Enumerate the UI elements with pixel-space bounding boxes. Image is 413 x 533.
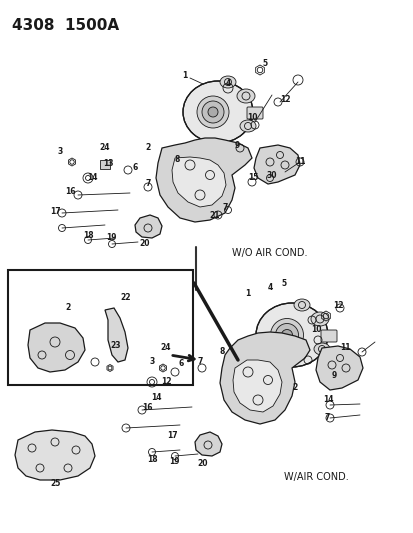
Polygon shape <box>28 323 85 372</box>
Text: 5: 5 <box>262 59 267 68</box>
Ellipse shape <box>236 89 254 103</box>
Text: 1: 1 <box>245 289 250 298</box>
Text: 4: 4 <box>225 79 230 88</box>
Ellipse shape <box>270 319 303 351</box>
Ellipse shape <box>281 329 292 341</box>
Text: 19: 19 <box>169 457 179 466</box>
Ellipse shape <box>255 303 327 367</box>
Polygon shape <box>135 215 161 238</box>
Text: 12: 12 <box>332 301 342 310</box>
Ellipse shape <box>275 324 298 346</box>
Text: 9: 9 <box>330 372 336 381</box>
Ellipse shape <box>219 76 235 88</box>
Bar <box>8 270 192 385</box>
Ellipse shape <box>313 343 329 355</box>
Text: 5: 5 <box>281 279 286 288</box>
Text: 7: 7 <box>145 179 150 188</box>
Polygon shape <box>195 432 221 456</box>
Text: 9: 9 <box>234 141 239 149</box>
Text: 16: 16 <box>64 188 75 197</box>
Text: 7: 7 <box>222 204 227 213</box>
Text: 13: 13 <box>102 158 113 167</box>
Text: 12: 12 <box>279 94 290 103</box>
Polygon shape <box>171 157 225 207</box>
Text: 25: 25 <box>51 480 61 489</box>
Ellipse shape <box>207 107 218 117</box>
Text: 21: 21 <box>209 211 220 220</box>
Text: 24: 24 <box>100 143 110 152</box>
Text: 14: 14 <box>87 174 97 182</box>
Text: 14: 14 <box>150 392 161 401</box>
Text: 11: 11 <box>339 343 349 352</box>
Text: 2: 2 <box>292 384 297 392</box>
Text: 16: 16 <box>141 403 152 413</box>
Polygon shape <box>219 332 309 424</box>
Text: 22: 22 <box>121 294 131 303</box>
Ellipse shape <box>183 81 252 143</box>
Text: 3: 3 <box>57 148 62 157</box>
Text: 6: 6 <box>132 164 137 173</box>
Text: 11: 11 <box>294 157 304 166</box>
Text: 15: 15 <box>247 174 258 182</box>
Text: 8: 8 <box>219 346 224 356</box>
Text: 19: 19 <box>105 233 116 243</box>
Text: 3: 3 <box>149 358 154 367</box>
Ellipse shape <box>202 101 223 123</box>
Text: W/AIR COND.: W/AIR COND. <box>283 472 348 482</box>
Text: 7: 7 <box>323 414 329 423</box>
Polygon shape <box>15 430 95 480</box>
Text: 23: 23 <box>111 341 121 350</box>
Text: 12: 12 <box>160 377 171 386</box>
Text: 30: 30 <box>266 171 277 180</box>
Text: 6: 6 <box>178 359 183 368</box>
FancyBboxPatch shape <box>320 330 336 342</box>
Ellipse shape <box>310 312 328 326</box>
Polygon shape <box>156 138 252 222</box>
Text: 7: 7 <box>197 358 202 367</box>
Text: 10: 10 <box>310 326 320 335</box>
Text: 2: 2 <box>145 142 150 151</box>
Text: 17: 17 <box>166 431 177 440</box>
FancyBboxPatch shape <box>247 107 262 119</box>
Polygon shape <box>233 360 281 412</box>
Text: 17: 17 <box>50 207 60 216</box>
Text: 10: 10 <box>246 114 256 123</box>
Polygon shape <box>315 346 362 390</box>
Text: 20: 20 <box>140 239 150 248</box>
Text: W/O AIR COND.: W/O AIR COND. <box>231 248 307 258</box>
Bar <box>100 160 110 169</box>
Ellipse shape <box>240 120 255 132</box>
Text: 18: 18 <box>83 230 93 239</box>
Text: 4: 4 <box>267 282 272 292</box>
Polygon shape <box>105 308 128 362</box>
Text: 18: 18 <box>146 456 157 464</box>
Ellipse shape <box>197 96 228 128</box>
Text: 4308  1500A: 4308 1500A <box>12 18 119 33</box>
Polygon shape <box>254 145 299 184</box>
Text: 14: 14 <box>322 395 332 405</box>
Ellipse shape <box>293 299 309 311</box>
Text: 2: 2 <box>65 303 71 312</box>
Text: 8: 8 <box>174 156 179 165</box>
Text: 20: 20 <box>197 459 208 469</box>
Text: 1: 1 <box>182 70 187 79</box>
Text: 24: 24 <box>160 343 171 352</box>
